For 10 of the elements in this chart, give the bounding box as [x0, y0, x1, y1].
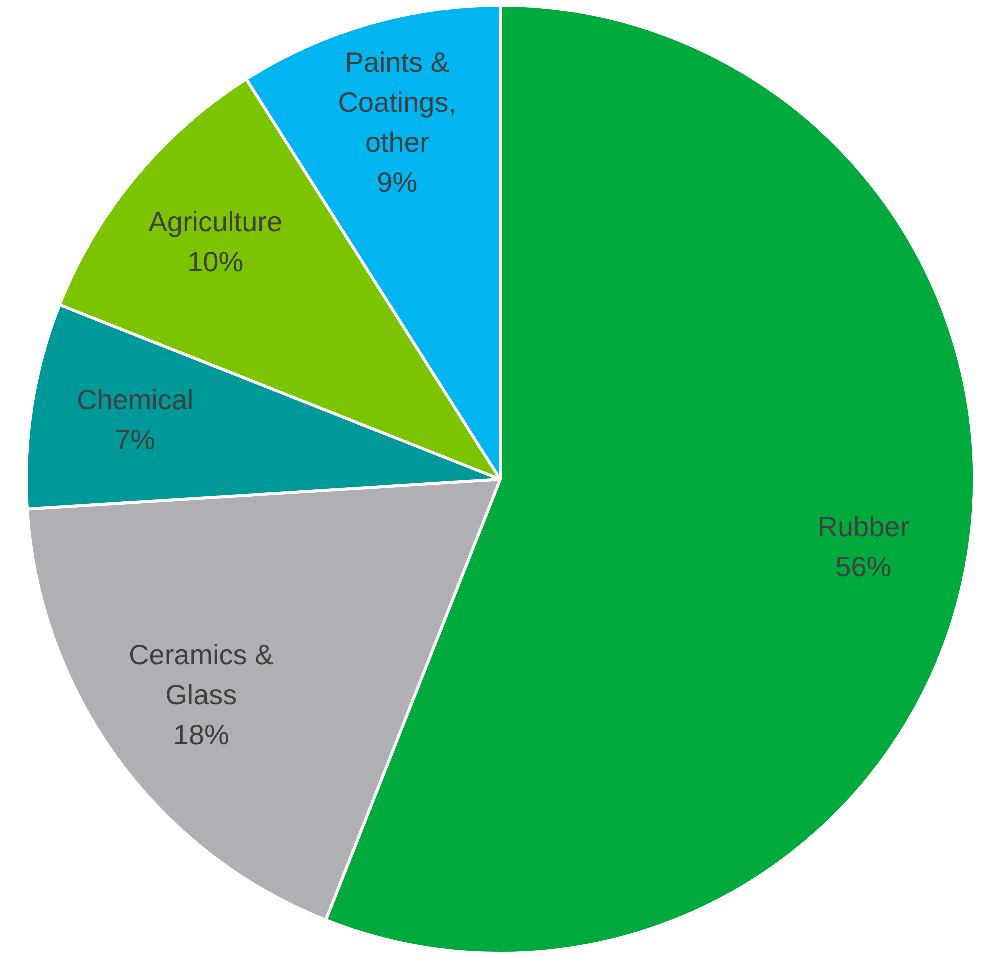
slice-label: Ceramics & Glass — [129, 640, 274, 711]
slice-label: Agriculture — [148, 206, 283, 238]
slice-label: Paints & Coatings, other — [338, 47, 456, 158]
data-label: 10% — [188, 246, 244, 278]
data-label: 9% — [377, 167, 418, 198]
data-label: 18% — [173, 720, 230, 751]
slice-label: Chemical — [76, 384, 194, 416]
slice-label: Rubber — [818, 511, 910, 542]
data-label: 56% — [836, 551, 892, 582]
data-label: 7% — [115, 424, 156, 456]
